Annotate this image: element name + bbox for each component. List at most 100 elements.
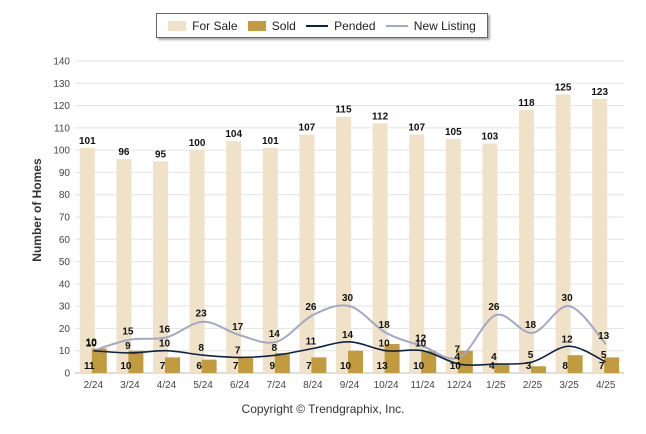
legend-item-sold[interactable]: Sold [247, 18, 296, 33]
legend-item-pended[interactable]: Pended [306, 18, 376, 33]
data-label-for-sale: 123 [591, 87, 608, 98]
line-pended[interactable] [93, 340, 607, 366]
bar-sold[interactable] [311, 357, 327, 373]
x-tick-label: 3/24 [120, 380, 140, 391]
bar-for-sale[interactable] [592, 98, 608, 373]
data-label-sold: 7 [599, 361, 605, 372]
bar-for-sale[interactable] [409, 134, 425, 373]
bar-sold[interactable] [567, 355, 583, 373]
bar-sold[interactable] [494, 364, 510, 373]
x-tick-label: 12/24 [447, 380, 472, 391]
x-tick-label: 7/24 [267, 380, 287, 391]
data-label-for-sale: 125 [555, 82, 572, 93]
legend-label-for-sale: For Sale [192, 18, 238, 33]
y-tick-label: 90 [59, 168, 71, 179]
data-label-for-sale: 115 [335, 105, 352, 116]
y-axis-title: Number of Homes [30, 158, 44, 262]
data-label-new-listing: 23 [196, 309, 208, 320]
data-label-pended: 7 [235, 345, 241, 356]
bar-for-sale[interactable] [262, 147, 278, 373]
bar-sold[interactable] [238, 357, 254, 373]
data-label-pended: 11 [306, 336, 317, 347]
x-tick-label: 4/24 [157, 380, 177, 391]
bar-for-sale[interactable] [336, 116, 351, 373]
bar-for-sale[interactable] [555, 94, 571, 373]
bar-for-sale[interactable] [372, 123, 388, 374]
data-label-new-listing: 13 [598, 331, 610, 342]
bar-for-sale[interactable] [226, 141, 242, 373]
bar-sold[interactable] [128, 350, 144, 373]
bar-for-sale[interactable] [79, 147, 95, 373]
x-tick-label: 11/24 [411, 380, 436, 391]
bar-sold[interactable] [421, 350, 437, 373]
y-tick-label: 0 [64, 369, 70, 380]
data-label-sold: 9 [270, 361, 276, 372]
y-tick-label: 120 [53, 101, 70, 112]
x-tick-label: 2/24 [84, 380, 104, 391]
bar-for-sale[interactable] [299, 134, 315, 373]
data-label-for-sale: 107 [408, 123, 425, 134]
data-label-pended: 4 [455, 352, 461, 363]
bar-for-sale[interactable] [189, 150, 205, 373]
data-label-new-listing: 30 [342, 293, 354, 304]
data-label-for-sale: 101 [79, 136, 96, 147]
x-tick-label: 2/25 [523, 380, 543, 391]
legend-label-sold: Sold [271, 18, 296, 33]
bar-sold[interactable] [165, 357, 180, 373]
bar-for-sale[interactable] [482, 143, 498, 373]
data-label-pended: 10 [415, 339, 427, 350]
y-tick-label: 100 [53, 146, 70, 157]
data-label-pended: 5 [528, 350, 534, 361]
data-label-for-sale: 112 [372, 111, 389, 122]
data-label-new-listing: 30 [562, 293, 574, 304]
legend-swatch-new-listing [385, 24, 408, 27]
bar-sold[interactable] [348, 350, 363, 373]
data-label-for-sale: 103 [482, 131, 499, 142]
line-new-listing[interactable] [93, 304, 607, 360]
bar-sold[interactable] [91, 348, 107, 373]
legend-swatch-sold [247, 20, 266, 31]
data-label-sold: 7 [233, 361, 239, 372]
y-tick-label: 70 [59, 213, 71, 224]
chart-legend: For Sale Sold Pended New Listing [156, 13, 488, 38]
data-label-new-listing: 7 [455, 344, 461, 355]
data-label-sold: 10 [120, 361, 132, 372]
data-label-pended: 4 [491, 352, 497, 363]
bar-sold[interactable] [201, 359, 217, 373]
data-label-pended: 10 [159, 339, 171, 350]
data-label-sold: 3 [526, 361, 532, 372]
data-label-for-sale: 104 [225, 129, 242, 140]
y-tick-label: 20 [59, 324, 71, 335]
bar-for-sale[interactable] [153, 161, 168, 373]
x-tick-label: 4/25 [596, 380, 616, 391]
data-label-for-sale: 118 [518, 98, 535, 109]
legend-swatch-for-sale [168, 20, 187, 31]
data-label-new-listing: 12 [415, 333, 427, 344]
data-label-pended: 8 [198, 343, 204, 354]
y-tick-label: 60 [59, 235, 71, 246]
data-label-for-sale: 107 [299, 123, 316, 134]
bar-for-sale[interactable] [519, 110, 534, 374]
legend-swatch-pended [306, 24, 329, 27]
data-label-sold: 11 [84, 361, 95, 372]
data-label-sold: 8 [562, 361, 568, 372]
legend-label-pended: Pended [334, 18, 376, 33]
bar-sold[interactable] [274, 352, 290, 373]
bar-sold[interactable] [531, 366, 546, 373]
bar-sold[interactable] [604, 357, 620, 373]
legend-item-for-sale[interactable]: For Sale [168, 18, 238, 33]
data-label-sold: 10 [413, 361, 425, 372]
data-label-sold: 6 [196, 361, 202, 372]
data-label-for-sale: 101 [262, 136, 279, 147]
x-tick-label: 3/25 [559, 380, 579, 391]
legend-item-new-listing[interactable]: New Listing [385, 18, 476, 33]
data-label-pended: 12 [562, 334, 574, 345]
legend-label-new-listing: New Listing [413, 18, 476, 33]
bar-for-sale[interactable] [445, 139, 461, 373]
data-label-sold: 10 [450, 361, 462, 372]
x-tick-label: 10/24 [374, 380, 399, 391]
data-label-new-listing: 26 [305, 302, 317, 313]
data-label-sold: 13 [377, 361, 389, 372]
bar-for-sale[interactable] [116, 159, 132, 373]
y-tick-label: 10 [59, 346, 71, 357]
